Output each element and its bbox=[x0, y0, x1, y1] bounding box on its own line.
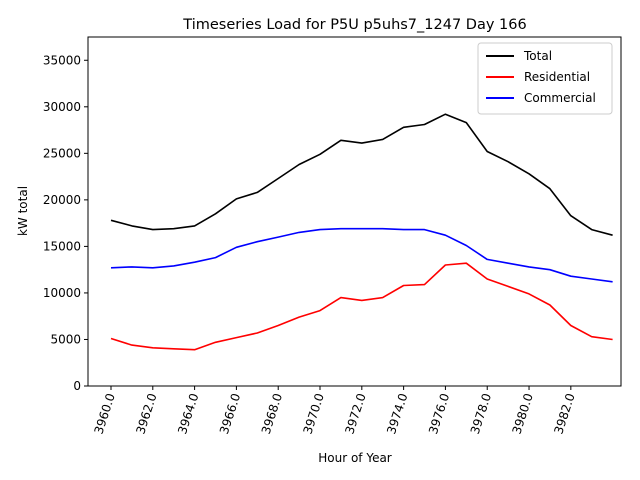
series-line-residential bbox=[110, 262, 613, 351]
y-tick-label: 35000 bbox=[43, 53, 81, 67]
y-axis-label: kW total bbox=[16, 186, 30, 236]
series-line-commercial bbox=[110, 227, 613, 283]
plot-frame bbox=[87, 36, 622, 387]
y-tick-label: 0 bbox=[73, 379, 81, 393]
chart-title: Timeseries Load for P5U p5uhs7_1247 Day … bbox=[182, 17, 526, 33]
legend-box bbox=[477, 42, 613, 115]
y-tick-label: 25000 bbox=[43, 146, 81, 160]
y-tick-label: 10000 bbox=[43, 286, 81, 300]
legend-label-residential: Residential bbox=[524, 70, 590, 84]
y-tick-label: 30000 bbox=[43, 100, 81, 114]
y-tick-label: 15000 bbox=[43, 239, 81, 253]
y-tick-label: 20000 bbox=[43, 193, 81, 207]
series-layer bbox=[110, 113, 613, 351]
x-axis-label: Hour of Year bbox=[318, 451, 392, 465]
legend-label-commercial: Commercial bbox=[524, 91, 596, 105]
legend-label-total: Total bbox=[523, 49, 552, 63]
y-tick-label: 5000 bbox=[50, 332, 81, 346]
y-axis: 0 5000 10000 15000 20000 25000 30000 35000 bbox=[43, 53, 88, 393]
legend: Total Residential Commercial bbox=[477, 42, 613, 115]
series-line-total bbox=[110, 113, 613, 236]
